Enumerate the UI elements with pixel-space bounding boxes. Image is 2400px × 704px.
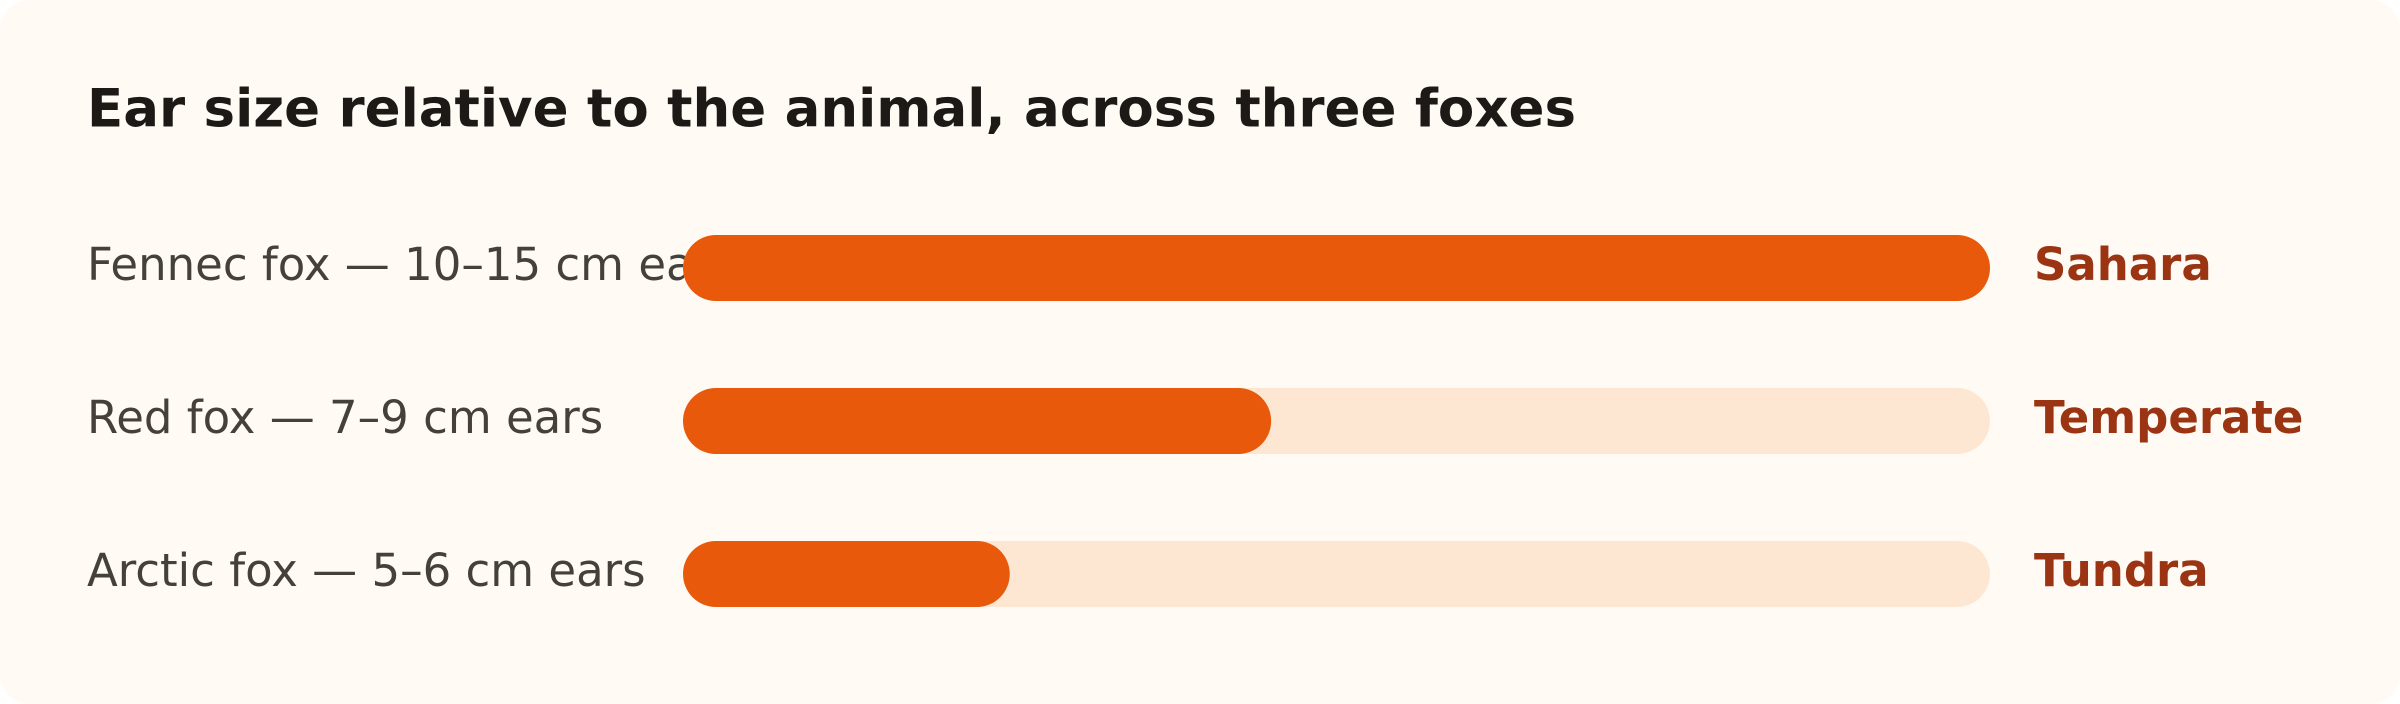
end-label: Temperate	[2034, 391, 2303, 444]
chart-title: Ear size relative to the animal, across …	[87, 79, 1576, 140]
bar	[683, 235, 1990, 301]
row-label: Red fox — 7–9 cm ears	[87, 391, 603, 444]
bar	[683, 541, 1010, 607]
track	[683, 541, 1990, 607]
bar	[683, 388, 1272, 454]
row-label: Fennec fox — 10–15 cm ears	[87, 238, 736, 291]
row-label: Arctic fox — 5–6 cm ears	[87, 544, 646, 597]
end-label: Sahara	[2034, 238, 2212, 291]
end-label: Tundra	[2034, 544, 2209, 597]
